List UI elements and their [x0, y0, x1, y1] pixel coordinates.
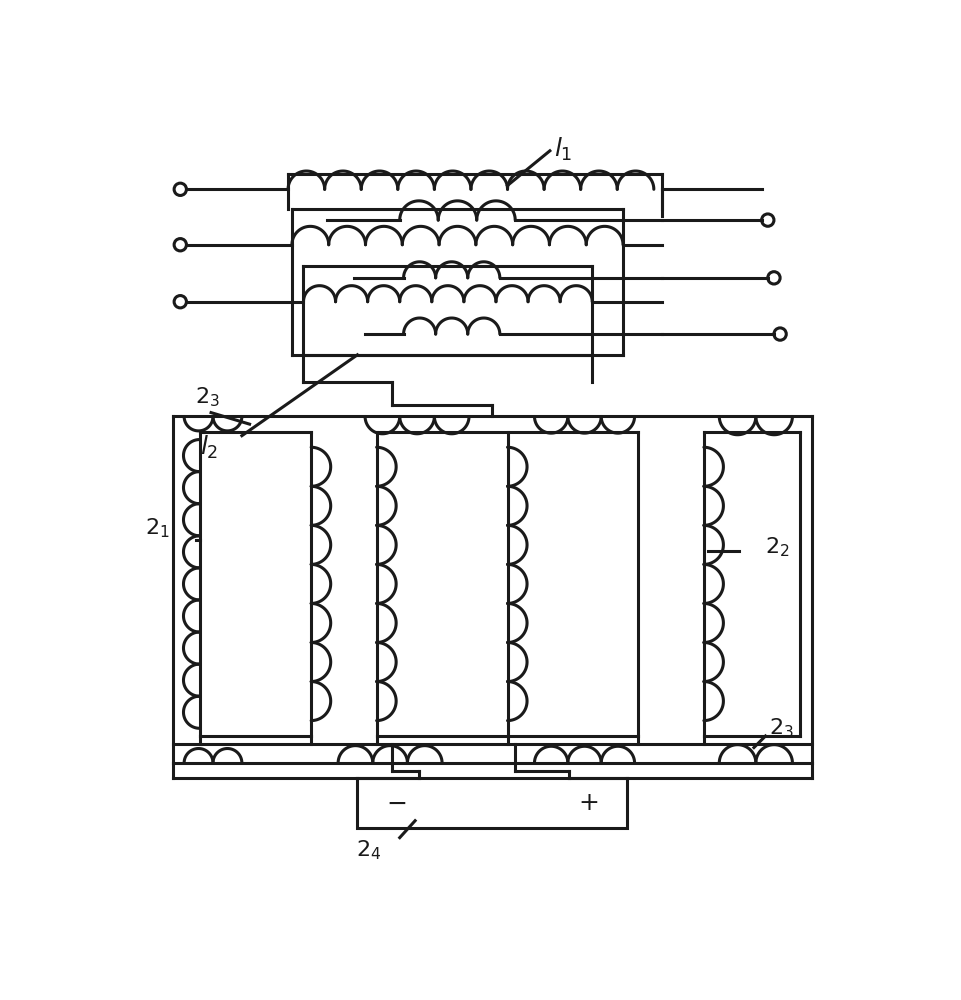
Text: $2_4$: $2_4$ — [357, 838, 382, 862]
Bar — [357, 778, 627, 828]
Text: $-$: $-$ — [385, 791, 406, 815]
Text: $2_1$: $2_1$ — [145, 516, 169, 540]
Text: $+$: $+$ — [579, 791, 599, 815]
Text: $2_2$: $2_2$ — [766, 536, 790, 559]
Text: $l_2$: $l_2$ — [200, 434, 218, 461]
Text: $l_1$: $l_1$ — [554, 136, 572, 163]
Text: $2_3$: $2_3$ — [195, 385, 220, 409]
Text: $2_3$: $2_3$ — [770, 716, 794, 740]
